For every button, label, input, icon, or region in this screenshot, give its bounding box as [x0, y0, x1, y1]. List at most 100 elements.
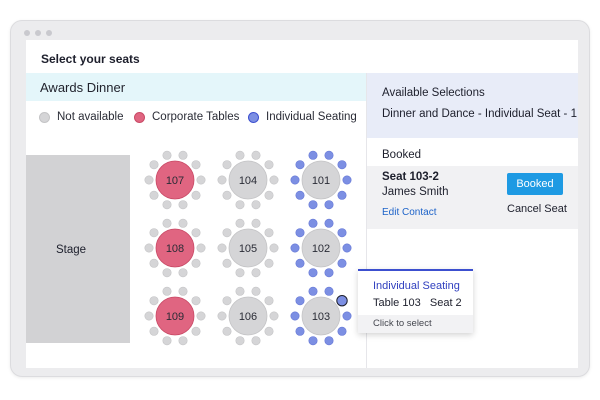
seat-103-1[interactable] — [324, 286, 334, 296]
window-dot-icon[interactable] — [35, 30, 41, 36]
booked-section-title: Booked — [382, 149, 422, 161]
table-number-label: 108 — [166, 243, 184, 255]
seat-105-9 — [222, 228, 232, 238]
corporate-swatch-icon — [134, 111, 145, 123]
tooltip-hint: Click to select — [373, 318, 432, 329]
seat-105-7 — [222, 258, 232, 268]
seat-104-3 — [269, 175, 279, 185]
seat-102-9[interactable] — [295, 228, 305, 238]
window-dot-icon[interactable] — [46, 30, 52, 36]
seat-103-5[interactable] — [324, 336, 334, 346]
seat-107-2 — [191, 160, 201, 170]
seat-108-8 — [144, 243, 154, 253]
booked-status-button[interactable]: Booked — [507, 173, 563, 195]
seat-101-10[interactable] — [308, 150, 318, 160]
seat-109-5 — [178, 336, 188, 346]
seat-101-7[interactable] — [295, 190, 305, 200]
table-108[interactable]: 108 — [144, 218, 206, 278]
seat-104-9 — [222, 160, 232, 170]
seat-106-8 — [217, 311, 227, 321]
seat-101-2[interactable] — [337, 160, 347, 170]
table-circle[interactable] — [228, 160, 268, 200]
seat-102-1[interactable] — [324, 218, 334, 228]
seat-103-3[interactable] — [342, 311, 352, 321]
table-106[interactable]: 106 — [217, 286, 279, 346]
seat-104-10 — [235, 150, 245, 160]
seat-103-2[interactable] — [336, 295, 348, 307]
table-circle[interactable] — [155, 296, 195, 336]
seat-106-10 — [235, 286, 245, 296]
seat-107-8 — [144, 175, 154, 185]
seat-102-4[interactable] — [337, 258, 347, 268]
booked-seat-id: Seat 103-2 — [382, 171, 439, 183]
seat-103-4[interactable] — [337, 326, 347, 336]
edit-contact-link[interactable]: Edit Contact — [382, 207, 437, 218]
table-103[interactable]: 103 — [290, 286, 352, 346]
seat-101-3[interactable] — [342, 175, 352, 185]
table-101[interactable]: 101 — [290, 150, 352, 210]
seat-109-1 — [178, 286, 188, 296]
seat-102-5[interactable] — [324, 268, 334, 278]
seat-101-5[interactable] — [324, 200, 334, 210]
seat-104-1 — [251, 150, 261, 160]
table-105[interactable]: 105 — [217, 218, 279, 278]
table-circle[interactable] — [228, 296, 268, 336]
table-number-label: 104 — [239, 175, 257, 187]
table-circle[interactable] — [228, 228, 268, 268]
table-circle[interactable] — [155, 160, 195, 200]
tooltip-footer[interactable]: Click to select — [358, 315, 473, 333]
table-104[interactable]: 104 — [217, 150, 279, 210]
table-circle[interactable] — [155, 228, 195, 268]
seat-103-7[interactable] — [295, 326, 305, 336]
table-109[interactable]: 109 — [144, 286, 206, 346]
table-circle[interactable] — [301, 228, 341, 268]
seat-103-6[interactable] — [308, 336, 318, 346]
seat-107-3 — [196, 175, 206, 185]
available-selection-item[interactable]: Dinner and Dance - Individual Seat - 1 — [382, 108, 577, 120]
seat-108-7 — [149, 258, 159, 268]
seat-102-7[interactable] — [295, 258, 305, 268]
cancel-seat-button[interactable]: Cancel Seat — [507, 203, 567, 215]
table-102[interactable]: 102 — [290, 218, 352, 278]
seat-102-8[interactable] — [290, 243, 300, 253]
seat-102-2[interactable] — [337, 228, 347, 238]
stage-label: Stage — [56, 244, 87, 256]
window-dot-icon[interactable] — [24, 30, 30, 36]
tooltip-detail: Table 103 Seat 2 — [373, 297, 462, 309]
seat-103-9[interactable] — [295, 296, 305, 306]
table-number-label: 105 — [239, 243, 257, 255]
available-selections-panel — [367, 73, 578, 138]
legend-item-corporate: Corporate Tables — [134, 111, 239, 123]
seat-102-3[interactable] — [342, 243, 352, 253]
seat-101-6[interactable] — [308, 200, 318, 210]
seat-101-9[interactable] — [295, 160, 305, 170]
seat-107-9 — [149, 160, 159, 170]
seat-104-5 — [251, 200, 261, 210]
seat-104-8 — [217, 175, 227, 185]
seat-109-6 — [162, 336, 172, 346]
legend-item-not-available: Not available — [39, 111, 123, 123]
table-circle[interactable] — [301, 296, 341, 336]
seat-108-9 — [149, 228, 159, 238]
seat-103-10[interactable] — [308, 286, 318, 296]
seat-107-4 — [191, 190, 201, 200]
seat-101-1[interactable] — [324, 150, 334, 160]
seat-104-2 — [264, 160, 274, 170]
individual-swatch-icon — [248, 111, 259, 123]
seat-102-10[interactable] — [308, 218, 318, 228]
seat-101-8[interactable] — [290, 175, 300, 185]
seat-108-2 — [191, 228, 201, 238]
legend-item-individual: Individual Seating — [248, 111, 357, 123]
seat-109-8 — [144, 311, 154, 321]
table-circle[interactable] — [301, 160, 341, 200]
seat-102-6[interactable] — [308, 268, 318, 278]
seat-105-8 — [217, 243, 227, 253]
seat-107-1 — [178, 150, 188, 160]
seat-107-7 — [149, 190, 159, 200]
table-107[interactable]: 107 — [144, 150, 206, 210]
seat-101-4[interactable] — [337, 190, 347, 200]
table-number-label: 109 — [166, 311, 184, 323]
seat-103-8[interactable] — [290, 311, 300, 321]
seat-106-1 — [251, 286, 261, 296]
